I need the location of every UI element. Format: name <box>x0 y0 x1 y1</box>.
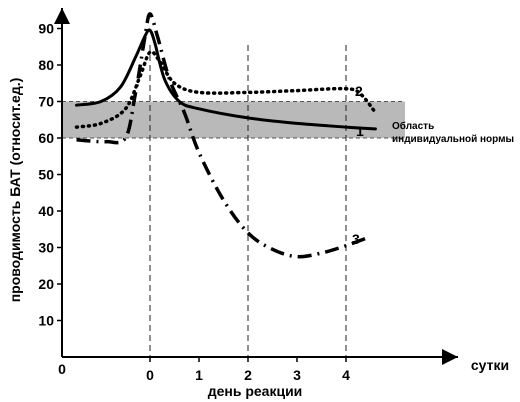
y-tick-label: 50 <box>38 167 54 183</box>
y-tick-label: 60 <box>38 130 54 146</box>
y-tick-label: 90 <box>38 21 54 37</box>
y-tick-label: 20 <box>38 276 54 292</box>
norm-band <box>62 101 405 138</box>
y-tick-label: 30 <box>38 240 54 256</box>
x-tick-label: 3 <box>293 367 301 383</box>
series-line-3 <box>76 12 372 259</box>
x-tick-label: 0 <box>146 367 154 383</box>
y-tick-label: 80 <box>38 57 54 73</box>
x-axis-label: день реакции <box>208 383 303 399</box>
series-layer <box>74 12 378 259</box>
y-tick-label: 10 <box>38 313 54 329</box>
x-ticks: 0 1 2 3 4 <box>146 357 350 383</box>
x-tick-label: 2 <box>244 367 252 383</box>
x-tick-label: 4 <box>342 367 350 383</box>
series-line-1 <box>75 28 377 131</box>
y-ticks: 10 20 30 40 50 60 70 80 90 <box>38 21 62 329</box>
y-tick-label: 40 <box>38 203 54 219</box>
y-tick-label: 70 <box>38 94 54 110</box>
series-label-3: 3 <box>352 231 360 247</box>
day-reference-lines <box>149 45 347 357</box>
origin-label: 0 <box>58 361 66 377</box>
x-unit-label: сутки <box>471 357 509 373</box>
x-tick-label: 1 <box>195 367 203 383</box>
series-label-1: 1 <box>356 123 364 139</box>
y-axis-label: проводимость БАТ (относит.ед.) <box>7 78 23 303</box>
series-label-2: 2 <box>355 83 363 99</box>
norm-band-label-line1: Область <box>392 120 434 132</box>
series-line-2 <box>74 49 378 129</box>
norm-band-label-line2: индивидуальной нормы <box>392 134 514 145</box>
